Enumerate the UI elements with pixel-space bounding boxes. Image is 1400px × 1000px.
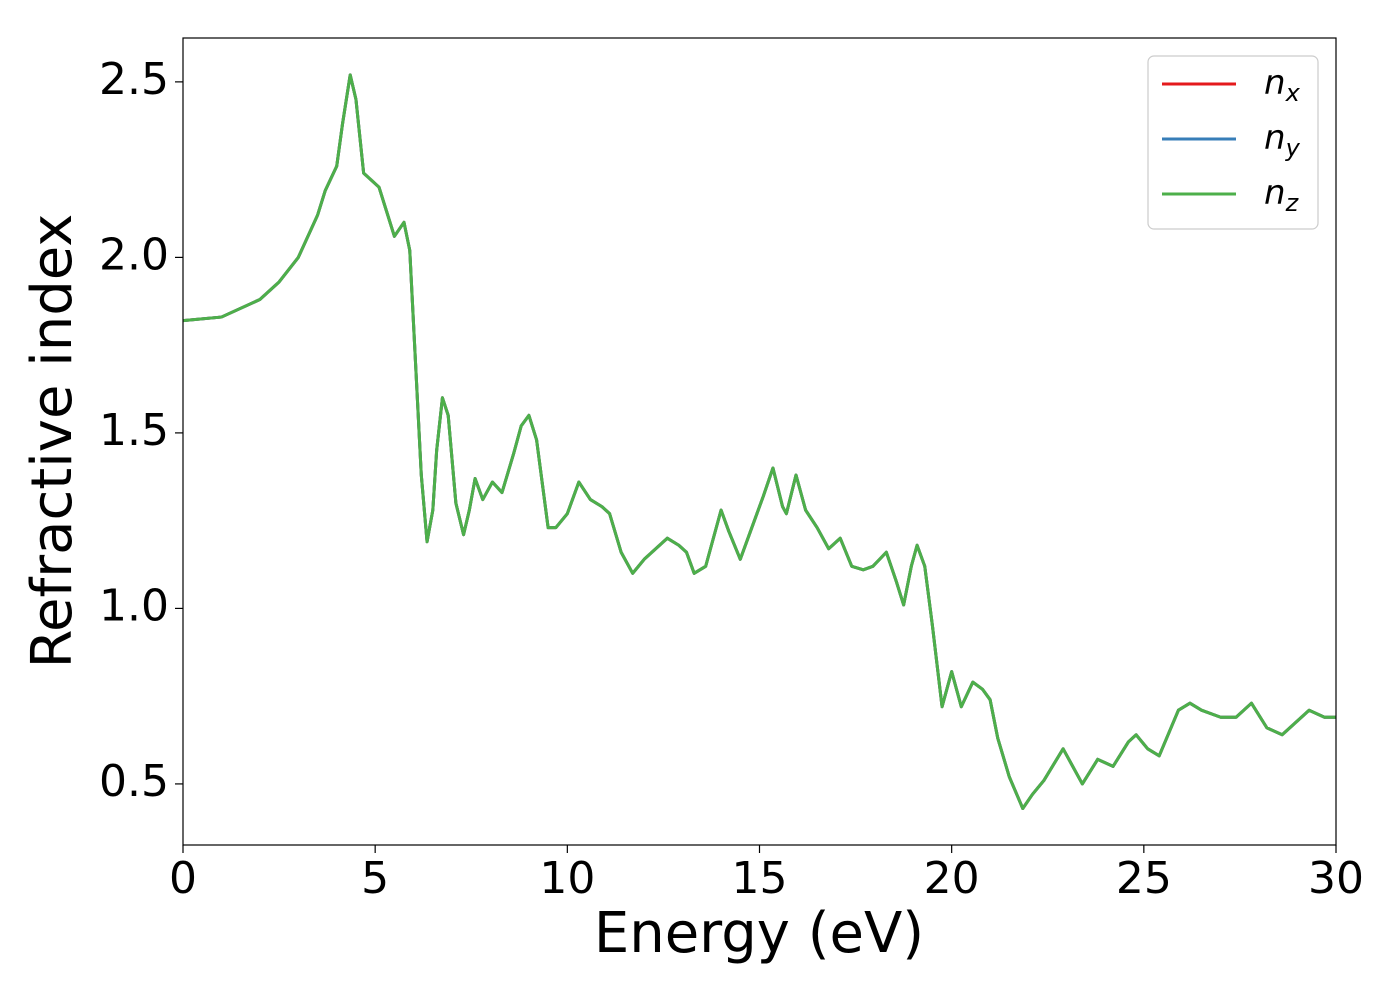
y-axis-label: Refractive index [20, 214, 85, 669]
x-tick-label: 20 [924, 853, 980, 904]
y-tick-label: 1.0 [99, 580, 169, 631]
x-tick-label: 0 [169, 853, 197, 904]
x-tick-label: 5 [361, 853, 389, 904]
x-tick-label: 30 [1308, 853, 1364, 904]
y-tick-label: 2.0 [99, 229, 169, 280]
legend-label: ny [1264, 118, 1301, 163]
plot-frame [182, 37, 1337, 846]
x-tick-label: 10 [539, 853, 595, 904]
x-axis-label: Energy (eV) [594, 901, 924, 966]
legend-label: nz [1264, 173, 1300, 218]
y-tick-label: 0.5 [99, 756, 169, 807]
data-line [182, 73, 1336, 810]
x-tick-label: 25 [1116, 853, 1172, 904]
legend-box [1147, 55, 1319, 230]
y-tick-label: 2.5 [99, 54, 169, 105]
legend-label: nx [1264, 63, 1301, 108]
x-tick-label: 15 [732, 853, 788, 904]
y-tick-label: 1.5 [99, 405, 169, 456]
